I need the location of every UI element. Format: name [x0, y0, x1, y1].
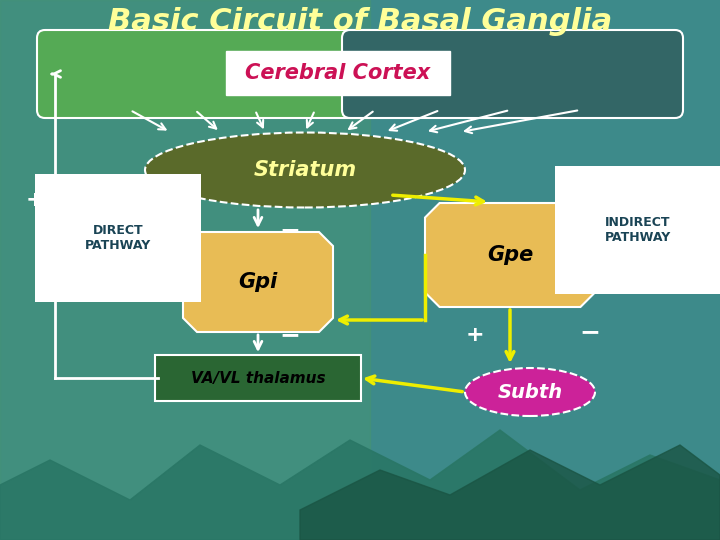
- Ellipse shape: [465, 368, 595, 416]
- Polygon shape: [300, 445, 720, 540]
- Text: +: +: [26, 190, 45, 210]
- Text: Basic Circuit of Basal Ganglia: Basic Circuit of Basal Ganglia: [108, 8, 612, 37]
- FancyBboxPatch shape: [155, 355, 361, 401]
- Text: Gpe: Gpe: [487, 245, 533, 265]
- Text: +: +: [590, 175, 609, 195]
- Text: INDIRECT
PATHWAY: INDIRECT PATHWAY: [605, 216, 671, 244]
- Bar: [0, 0, 370, 540]
- Ellipse shape: [145, 132, 465, 207]
- Polygon shape: [183, 232, 333, 332]
- Text: −: −: [580, 320, 600, 344]
- Polygon shape: [0, 430, 720, 540]
- Text: Gpi: Gpi: [238, 272, 278, 292]
- Text: −: −: [279, 218, 300, 242]
- FancyBboxPatch shape: [342, 30, 683, 118]
- Text: VA/VL thalamus: VA/VL thalamus: [191, 370, 325, 386]
- Text: +: +: [466, 325, 485, 345]
- Text: −: −: [580, 218, 600, 242]
- Text: Striatum: Striatum: [253, 160, 356, 180]
- FancyBboxPatch shape: [37, 30, 378, 118]
- Text: −: −: [279, 323, 300, 347]
- FancyBboxPatch shape: [226, 51, 450, 95]
- Polygon shape: [425, 203, 595, 307]
- Text: Subth: Subth: [498, 382, 562, 402]
- Text: Cerebral Cortex: Cerebral Cortex: [246, 63, 431, 83]
- Text: DIRECT
PATHWAY: DIRECT PATHWAY: [85, 224, 151, 252]
